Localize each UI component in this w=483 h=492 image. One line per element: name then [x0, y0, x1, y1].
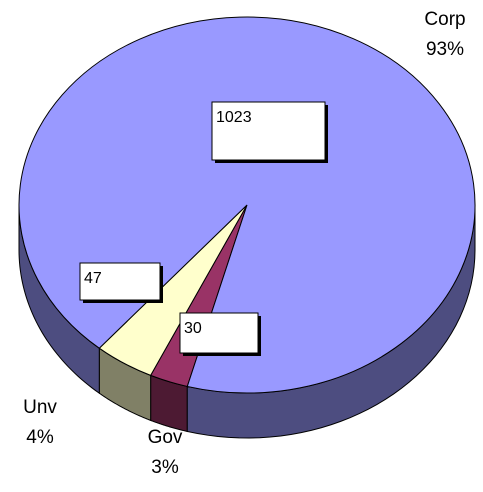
category-label: Corp [424, 9, 465, 30]
percent-label: 3% [151, 457, 179, 478]
value-label: 30 [184, 320, 202, 337]
label-box [79, 262, 161, 301]
percent-label: 93% [426, 39, 464, 60]
category-label: Gov [148, 427, 183, 448]
value-label: 47 [84, 270, 102, 287]
percent-label: 4% [26, 427, 54, 448]
value-label: 1023 [216, 109, 252, 126]
label-box [211, 101, 326, 161]
category-label: Unv [23, 397, 57, 418]
label-box [179, 312, 259, 354]
